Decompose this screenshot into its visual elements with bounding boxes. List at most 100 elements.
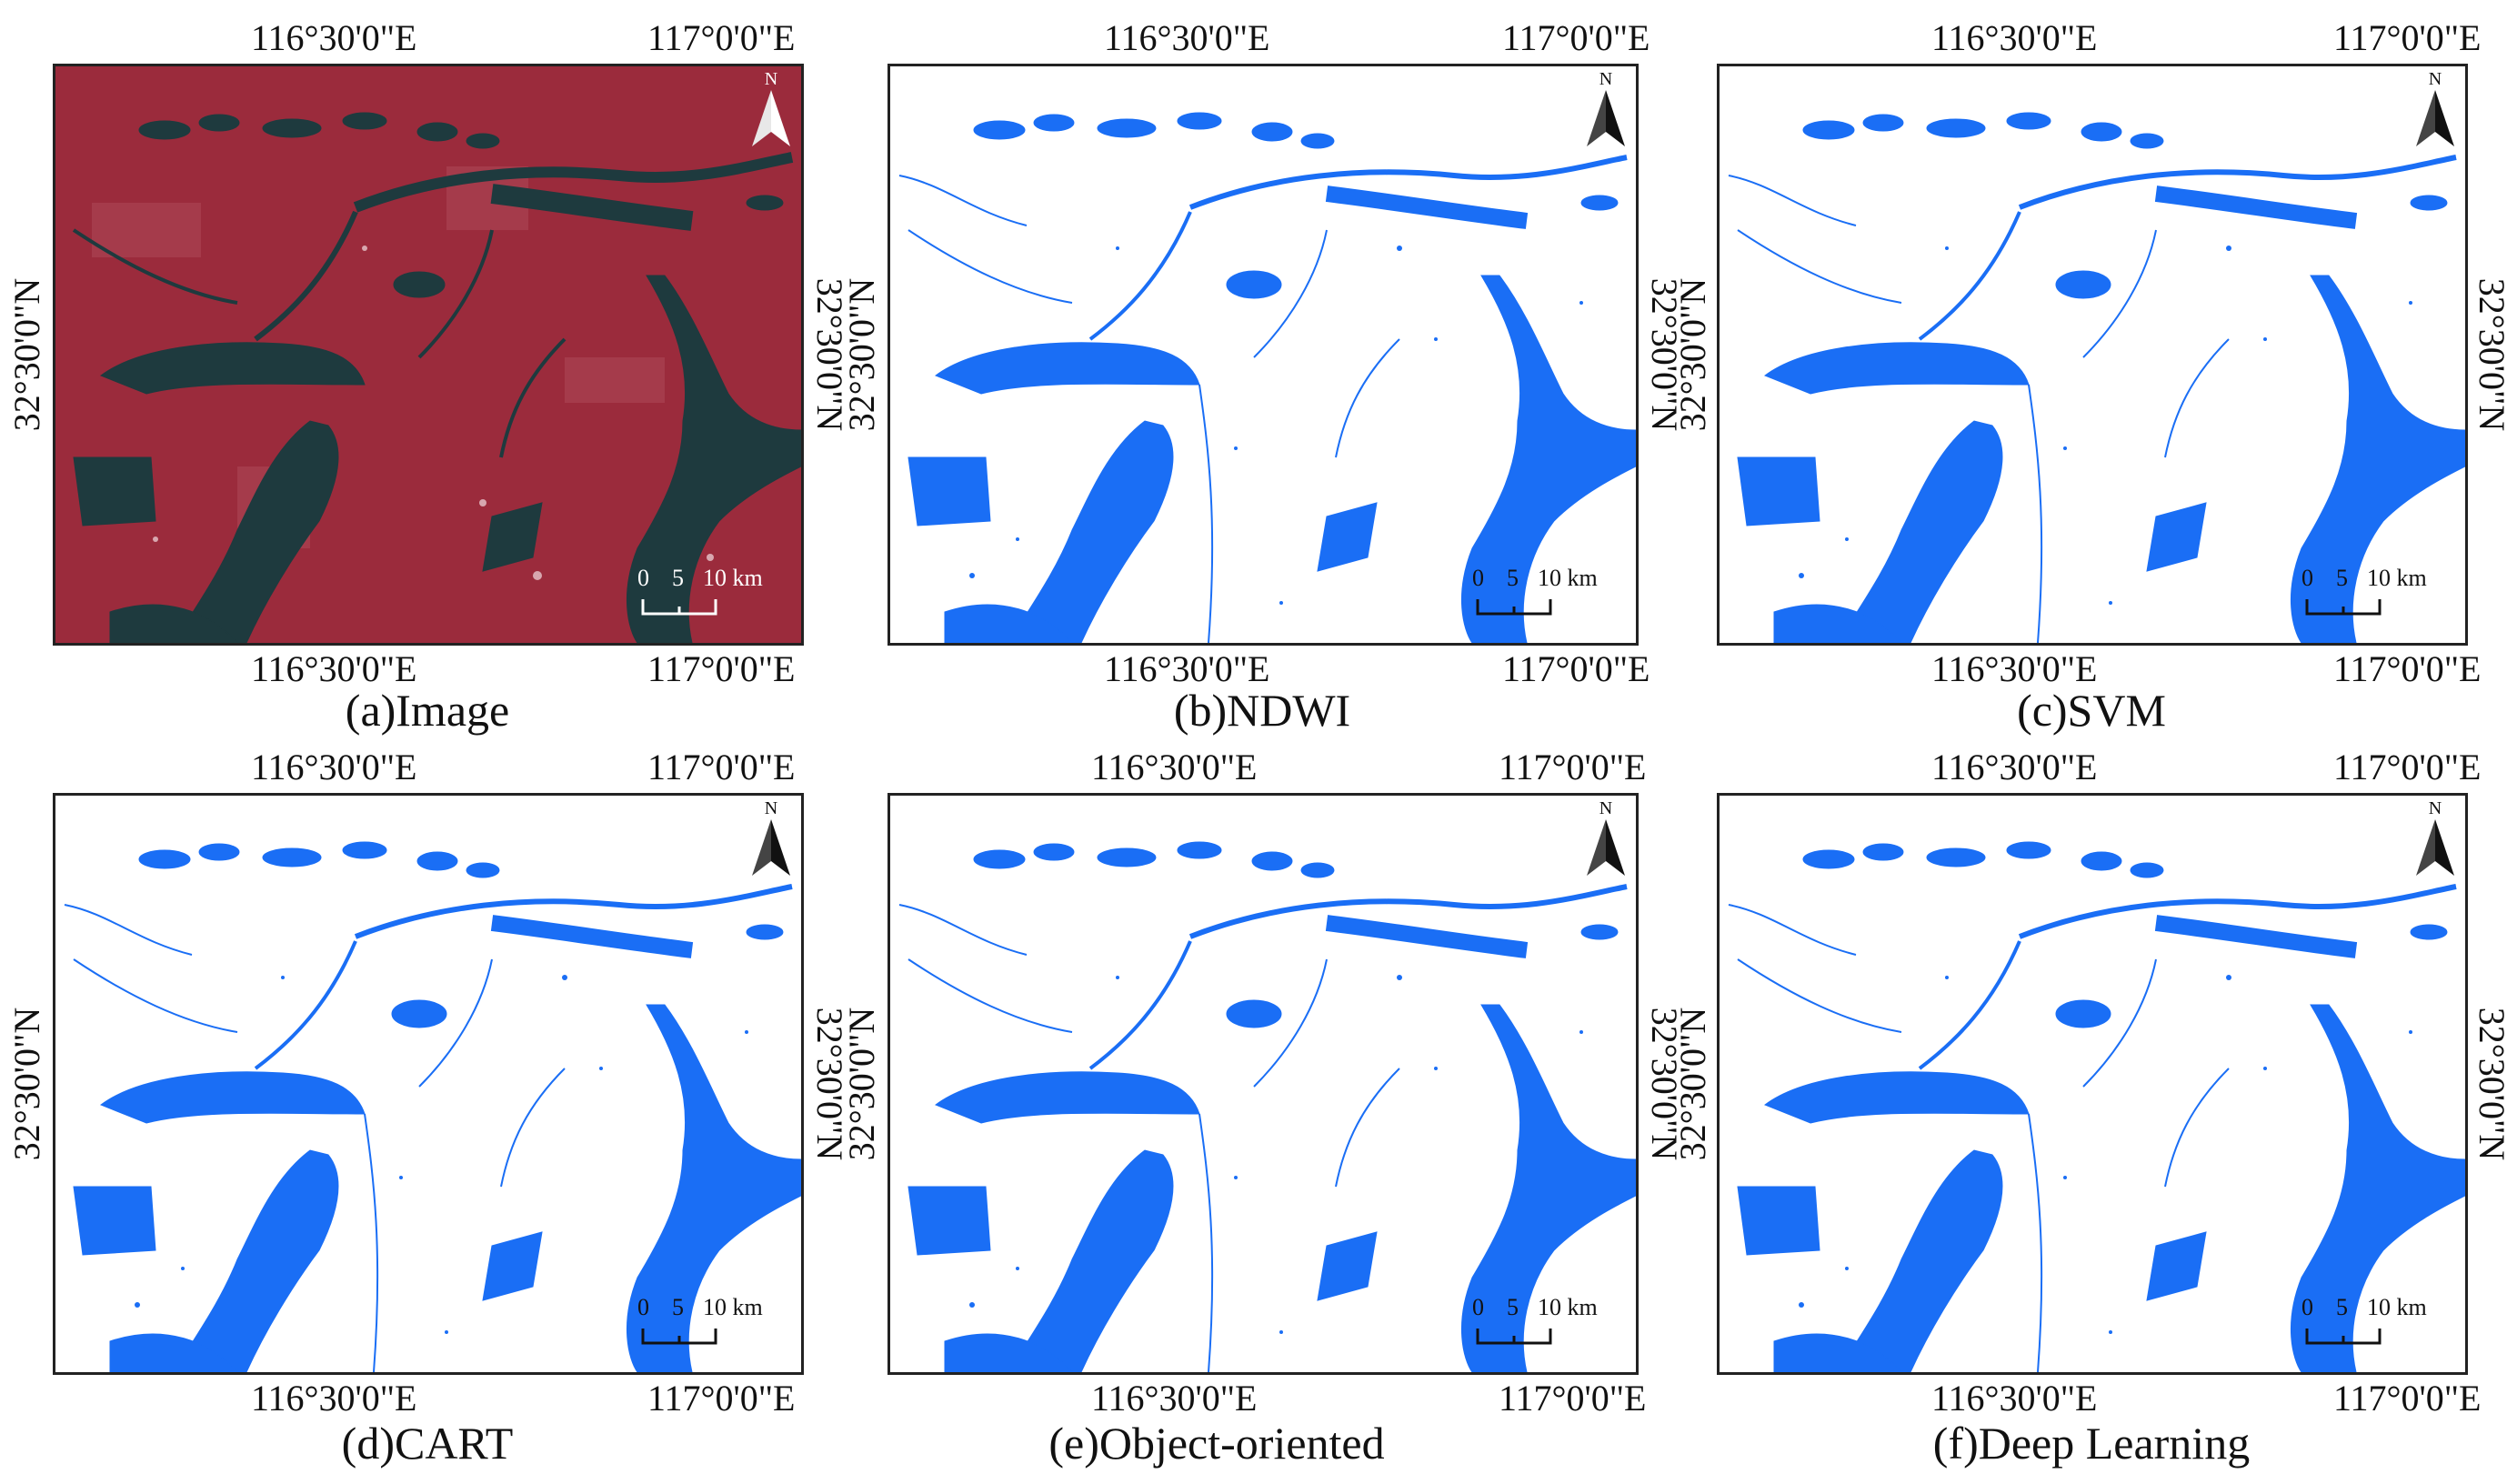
lon-label-bottom-left: 116°30'0"E <box>251 1378 417 1419</box>
scale-bar-line <box>2305 599 2382 616</box>
lat-label-left: 32°30'0"N <box>841 277 882 432</box>
north-label: N <box>764 798 778 818</box>
lon-label-bottom-left: 116°30'0"E <box>1104 648 1270 689</box>
scale-bar-line <box>1476 599 1552 616</box>
scale-label-mid: 5 <box>1507 1294 1519 1320</box>
map-frame-e: N 0 5 10 km <box>887 793 1639 1375</box>
scale-bar: 0 5 10 km <box>2301 1296 2438 1359</box>
map-frame-d: N 0 5 10 km <box>53 793 804 1375</box>
panel-caption: (c)SVM <box>2017 685 2166 736</box>
north-label: N <box>1599 798 1613 818</box>
false-color-image <box>55 66 801 643</box>
lat-label-left: 32°30'0"N <box>1672 277 1713 432</box>
lat-label-right: 32°30'0"N <box>2472 1007 2512 1161</box>
scale-bar-line <box>1476 1329 1552 1345</box>
scale-label-end: 10 km <box>703 1294 763 1320</box>
lat-label-left: 32°30'0"N <box>841 1007 882 1161</box>
north-label: N <box>2428 69 2442 89</box>
scale-label-mid: 5 <box>672 1294 684 1320</box>
map-frame-f: N 0 5 10 km <box>1717 793 2468 1375</box>
scale-label-mid: 5 <box>1507 565 1519 591</box>
lon-label-top-right: 117°0'0"E <box>647 17 796 58</box>
water-classification-map <box>890 796 1636 1372</box>
north-arrow-icon <box>1587 90 1625 146</box>
scale-label-zero: 0 <box>637 565 649 591</box>
water-classification-map <box>55 796 801 1372</box>
north-arrow: N <box>1581 799 1630 881</box>
scale-label-zero: 0 <box>637 1294 649 1320</box>
lon-label-bottom-left: 116°30'0"E <box>1091 1378 1258 1419</box>
lon-label-bottom-right: 117°0'0"E <box>647 1378 796 1419</box>
scale-label-mid: 5 <box>672 565 684 591</box>
panel-caption: (b)NDWI <box>1173 685 1351 736</box>
water-bodies <box>72 112 801 643</box>
lat-label-left: 32°30'0"N <box>6 277 47 432</box>
lon-label-top-left: 116°30'0"E <box>1104 17 1270 58</box>
lon-label-top-left: 116°30'0"E <box>1091 747 1258 787</box>
scale-label-mid: 5 <box>2336 565 2348 591</box>
lon-label-top-left: 116°30'0"E <box>251 17 417 58</box>
lat-label-left: 32°30'0"N <box>1672 1007 1713 1161</box>
lon-label-bottom-right: 117°0'0"E <box>2333 648 2482 689</box>
lon-label-top-left: 116°30'0"E <box>1931 747 2098 787</box>
scale-bar: 0 5 10 km <box>637 567 774 630</box>
map-frame-a: N 0 5 10 km <box>53 64 804 646</box>
scale-bar-line <box>2305 1329 2382 1345</box>
lon-label-bottom-left: 116°30'0"E <box>1931 648 2098 689</box>
water-bodies <box>1728 841 2465 1372</box>
north-label: N <box>1599 69 1613 89</box>
north-arrow: N <box>2411 70 2460 152</box>
lon-label-bottom-right: 117°0'0"E <box>1499 1378 1647 1419</box>
north-label: N <box>764 69 778 89</box>
scale-label-end: 10 km <box>703 565 763 591</box>
north-arrow-icon <box>2416 90 2454 146</box>
scale-bar: 0 5 10 km <box>637 1296 774 1359</box>
scale-label-end: 10 km <box>1538 565 1598 591</box>
lon-label-bottom-right: 117°0'0"E <box>2333 1378 2482 1419</box>
water-classification-map <box>1720 796 2465 1372</box>
water-bodies <box>1728 112 2465 643</box>
scale-bar-line <box>641 1329 717 1345</box>
scale-bar: 0 5 10 km <box>1472 567 1609 630</box>
panel-caption: (e)Object-oriented <box>1048 1418 1385 1469</box>
north-arrow-icon <box>752 819 790 876</box>
scale-label-zero: 0 <box>1472 1294 1484 1320</box>
panel-caption: (f)Deep Learning <box>1932 1418 2251 1469</box>
lon-label-top-left: 116°30'0"E <box>1931 17 2098 58</box>
north-arrow-icon <box>2416 819 2454 876</box>
water-bodies <box>898 841 1636 1372</box>
lon-label-top-right: 117°0'0"E <box>2333 747 2482 787</box>
north-arrow: N <box>747 799 796 881</box>
scale-label-mid: 5 <box>2336 1294 2348 1320</box>
north-arrow-icon <box>752 90 790 146</box>
scale-label-end: 10 km <box>2367 565 2427 591</box>
scale-label-zero: 0 <box>2301 565 2313 591</box>
water-classification-map <box>1720 66 2465 643</box>
north-arrow-icon <box>1587 819 1625 876</box>
north-arrow: N <box>747 70 796 152</box>
lon-label-bottom-left: 116°30'0"E <box>1931 1378 2098 1419</box>
scale-label-zero: 0 <box>1472 565 1484 591</box>
panel-caption: (d)CART <box>341 1418 514 1469</box>
lat-label-left: 32°30'0"N <box>6 1007 47 1161</box>
lon-label-top-right: 117°0'0"E <box>1499 747 1647 787</box>
scale-label-zero: 0 <box>2301 1294 2313 1320</box>
panel-caption: (a)Image <box>345 685 510 736</box>
lon-label-top-right: 117°0'0"E <box>2333 17 2482 58</box>
north-arrow: N <box>2411 799 2460 881</box>
lon-label-top-right: 117°0'0"E <box>647 747 796 787</box>
north-label: N <box>2428 798 2442 818</box>
scale-bar: 0 5 10 km <box>2301 567 2438 630</box>
scale-bar: 0 5 10 km <box>1472 1296 1609 1359</box>
lon-label-bottom-left: 116°30'0"E <box>251 648 417 689</box>
map-frame-c: N 0 5 10 km <box>1717 64 2468 646</box>
lon-label-bottom-right: 117°0'0"E <box>1502 648 1650 689</box>
scale-label-end: 10 km <box>1538 1294 1598 1320</box>
lon-label-top-right: 117°0'0"E <box>1502 17 1650 58</box>
water-classification-map <box>890 66 1636 643</box>
water-bodies <box>898 112 1636 643</box>
north-arrow: N <box>1581 70 1630 152</box>
lon-label-bottom-right: 117°0'0"E <box>647 648 796 689</box>
lon-label-top-left: 116°30'0"E <box>251 747 417 787</box>
lat-label-right: 32°30'0"N <box>2472 277 2512 432</box>
